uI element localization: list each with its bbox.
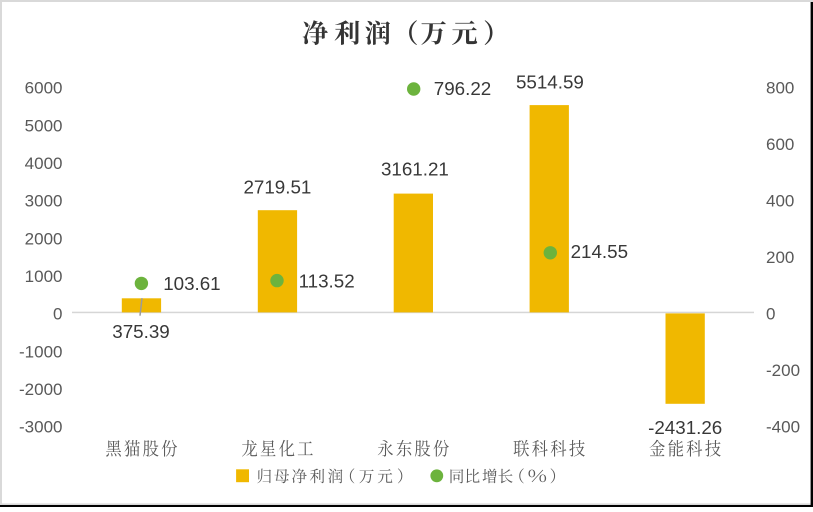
- svg-text:4000: 4000: [25, 154, 63, 173]
- svg-text:214.55: 214.55: [571, 241, 628, 262]
- svg-text:6000: 6000: [25, 79, 63, 98]
- svg-text:1000: 1000: [25, 267, 63, 286]
- svg-text:-400: -400: [766, 418, 800, 437]
- svg-text:800: 800: [766, 79, 794, 98]
- svg-text:375.39: 375.39: [112, 321, 169, 342]
- svg-text:0: 0: [766, 305, 775, 324]
- svg-text:-3000: -3000: [19, 418, 62, 437]
- svg-text:113.52: 113.52: [299, 271, 355, 292]
- svg-text:600: 600: [766, 135, 794, 154]
- svg-text:796.22: 796.22: [434, 78, 491, 99]
- svg-text:2000: 2000: [25, 229, 63, 248]
- svg-text:2719.51: 2719.51: [243, 177, 311, 198]
- svg-text:-2431.26: -2431.26: [648, 417, 722, 438]
- svg-text:3161.21: 3161.21: [381, 159, 449, 180]
- svg-text:103.61: 103.61: [163, 273, 220, 294]
- svg-text:3000: 3000: [25, 192, 63, 211]
- svg-text:200: 200: [766, 248, 794, 267]
- svg-text:400: 400: [766, 192, 794, 211]
- svg-text:-200: -200: [766, 361, 800, 380]
- svg-text:5514.59: 5514.59: [516, 72, 584, 93]
- svg-text:0: 0: [53, 305, 62, 324]
- svg-text:-2000: -2000: [19, 380, 62, 399]
- svg-text:5000: 5000: [25, 116, 63, 135]
- svg-text:-1000: -1000: [19, 342, 62, 361]
